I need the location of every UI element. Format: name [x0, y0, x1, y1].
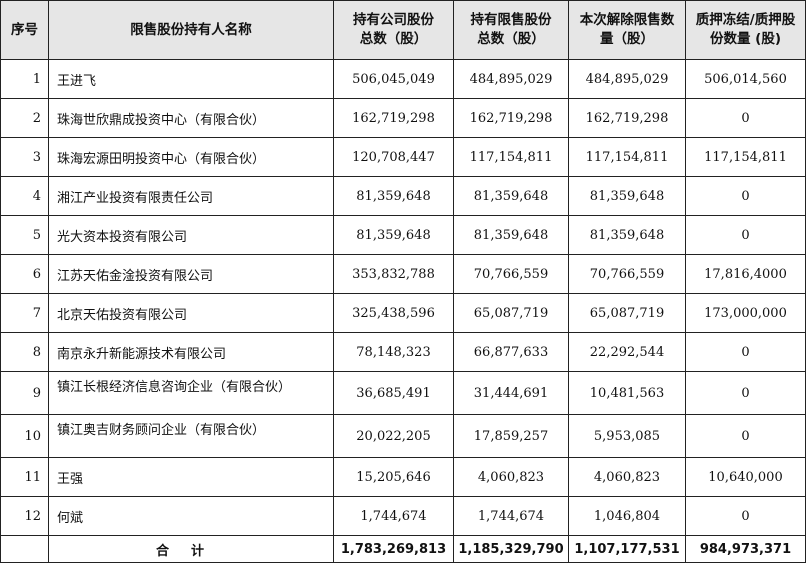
- total-released-shares: 1,107,177,531: [568, 535, 686, 563]
- total-index: [0, 535, 49, 563]
- cell-total-shares: 120,708,447: [333, 137, 454, 177]
- cell-released-shares: 4,060,823: [568, 457, 686, 497]
- cell-total-shares: 15,205,646: [333, 457, 454, 497]
- cell-released-shares: 5,953,085: [568, 414, 686, 458]
- cell-restricted-shares: 81,359,648: [453, 176, 569, 216]
- table-row: 3 珠海宏源田明投资中心（有限合伙） 120,708,447 117,154,811 1…: [0, 137, 806, 177]
- header-name: 限售股份持有人名称: [48, 0, 334, 60]
- cell-total-shares: 36,685,491: [333, 371, 454, 415]
- header-total-shares: 持有公司股份总数（股）: [333, 0, 454, 60]
- table-row: 5 光大资本投资有限公司 81,359,648 81,359,648 81,359,64…: [0, 215, 806, 255]
- total-restricted-shares: 1,185,329,790: [453, 535, 569, 563]
- cell-total-shares: 81,359,648: [333, 176, 454, 216]
- total-total-shares: 1,783,269,813: [333, 535, 454, 563]
- cell-released-shares: 65,087,719: [568, 293, 686, 333]
- cell-restricted-shares: 65,087,719: [453, 293, 569, 333]
- table-row: 10 镇江奥吉财务顾问企业（有限合伙） 20,022,205 17,859,257 5,…: [0, 414, 806, 458]
- cell-index: 9: [0, 371, 49, 415]
- cell-total-shares: 353,832,788: [333, 254, 454, 294]
- cell-pledged-shares: 10,640,000: [685, 457, 806, 497]
- table-row: 9 镇江长根经济信息咨询企业（有限合伙） 36,685,491 31,444,691 1…: [0, 371, 806, 415]
- table-row: 6 江苏天佑金淦投资有限公司 353,832,788 70,766,559 70,766…: [0, 254, 806, 294]
- cell-name: 江苏天佑金淦投资有限公司: [48, 254, 334, 294]
- cell-pledged-shares: 0: [685, 414, 806, 458]
- cell-index: 12: [0, 496, 49, 536]
- cell-released-shares: 117,154,811: [568, 137, 686, 177]
- table-row: 8 南京永升新能源技术有限公司 78,148,323 66,877,633 22,292…: [0, 332, 806, 372]
- cell-index: 2: [0, 98, 49, 138]
- cell-index: 1: [0, 59, 49, 99]
- cell-index: 3: [0, 137, 49, 177]
- cell-index: 4: [0, 176, 49, 216]
- cell-pledged-shares: 0: [685, 496, 806, 536]
- cell-index: 5: [0, 215, 49, 255]
- header-released-shares: 本次解除限售数量（股）: [568, 0, 686, 60]
- cell-pledged-shares: 173,000,000: [685, 293, 806, 333]
- cell-total-shares: 81,359,648: [333, 215, 454, 255]
- header-pledged-shares: 质押冻结/质押股份数量 (股): [685, 0, 806, 60]
- total-row: 合计 1,783,269,813 1,185,329,790 1,107,177…: [0, 535, 806, 563]
- cell-pledged-shares: 0: [685, 371, 806, 415]
- cell-index: 8: [0, 332, 49, 372]
- cell-released-shares: 22,292,544: [568, 332, 686, 372]
- table-row: 11 王强 15,205,646 4,060,823 4,060,823 10,640,0…: [0, 457, 806, 497]
- cell-index: 7: [0, 293, 49, 333]
- table-row: 1 王进飞 506,045,049 484,895,029 484,895,029 506…: [0, 59, 806, 99]
- cell-total-shares: 78,148,323: [333, 332, 454, 372]
- cell-name: 光大资本投资有限公司: [48, 215, 334, 255]
- cell-restricted-shares: 4,060,823: [453, 457, 569, 497]
- cell-total-shares: 506,045,049: [333, 59, 454, 99]
- cell-released-shares: 484,895,029: [568, 59, 686, 99]
- cell-released-shares: 1,046,804: [568, 496, 686, 536]
- cell-restricted-shares: 70,766,559: [453, 254, 569, 294]
- cell-released-shares: 81,359,648: [568, 215, 686, 255]
- cell-pledged-shares: 0: [685, 215, 806, 255]
- cell-total-shares: 1,744,674: [333, 496, 454, 536]
- cell-pledged-shares: 0: [685, 332, 806, 372]
- cell-restricted-shares: 81,359,648: [453, 215, 569, 255]
- header-restricted-shares: 持有限售股份总数（股）: [453, 0, 569, 60]
- table-row: 7 北京天佑投资有限公司 325,438,596 65,087,719 65,087,7…: [0, 293, 806, 333]
- cell-name: 王进飞: [48, 59, 334, 99]
- total-label: 合计: [48, 535, 334, 563]
- cell-name: 珠海宏源田明投资中心（有限合伙）: [48, 137, 334, 177]
- table-row: 12 何斌 1,744,674 1,744,674 1,046,804 0: [0, 496, 806, 536]
- cell-total-shares: 20,022,205: [333, 414, 454, 458]
- cell-pledged-shares: 0: [685, 176, 806, 216]
- cell-index: 6: [0, 254, 49, 294]
- cell-index: 10: [0, 414, 49, 458]
- total-pledged-shares: 984,973,371: [685, 535, 806, 563]
- cell-name: 镇江长根经济信息咨询企业（有限合伙）: [48, 371, 334, 415]
- cell-pledged-shares: 17,816,4000: [685, 254, 806, 294]
- cell-pledged-shares: 506,014,560: [685, 59, 806, 99]
- cell-index: 11: [0, 457, 49, 497]
- cell-released-shares: 162,719,298: [568, 98, 686, 138]
- cell-name: 北京天佑投资有限公司: [48, 293, 334, 333]
- cell-name: 镇江奥吉财务顾问企业（有限合伙）: [48, 414, 334, 458]
- cell-restricted-shares: 162,719,298: [453, 98, 569, 138]
- cell-name: 珠海世欣鼎成投资中心（有限合伙）: [48, 98, 334, 138]
- cell-name: 南京永升新能源技术有限公司: [48, 332, 334, 372]
- cell-name: 何斌: [48, 496, 334, 536]
- cell-restricted-shares: 17,859,257: [453, 414, 569, 458]
- cell-total-shares: 162,719,298: [333, 98, 454, 138]
- cell-released-shares: 81,359,648: [568, 176, 686, 216]
- cell-pledged-shares: 117,154,811: [685, 137, 806, 177]
- header-index: 序号: [0, 0, 49, 60]
- cell-restricted-shares: 484,895,029: [453, 59, 569, 99]
- cell-restricted-shares: 31,444,691: [453, 371, 569, 415]
- cell-total-shares: 325,438,596: [333, 293, 454, 333]
- cell-released-shares: 70,766,559: [568, 254, 686, 294]
- table-row: 4 湘江产业投资有限责任公司 81,359,648 81,359,648 81,359,…: [0, 176, 806, 216]
- cell-pledged-shares: 0: [685, 98, 806, 138]
- header-row: 序号 限售股份持有人名称 持有公司股份总数（股） 持有限售股份总数（股） 本次解…: [0, 0, 806, 60]
- cell-restricted-shares: 117,154,811: [453, 137, 569, 177]
- cell-restricted-shares: 66,877,633: [453, 332, 569, 372]
- cell-name: 湘江产业投资有限责任公司: [48, 176, 334, 216]
- cell-released-shares: 10,481,563: [568, 371, 686, 415]
- cell-name: 王强: [48, 457, 334, 497]
- table-row: 2 珠海世欣鼎成投资中心（有限合伙） 162,719,298 162,719,298 1…: [0, 98, 806, 138]
- cell-restricted-shares: 1,744,674: [453, 496, 569, 536]
